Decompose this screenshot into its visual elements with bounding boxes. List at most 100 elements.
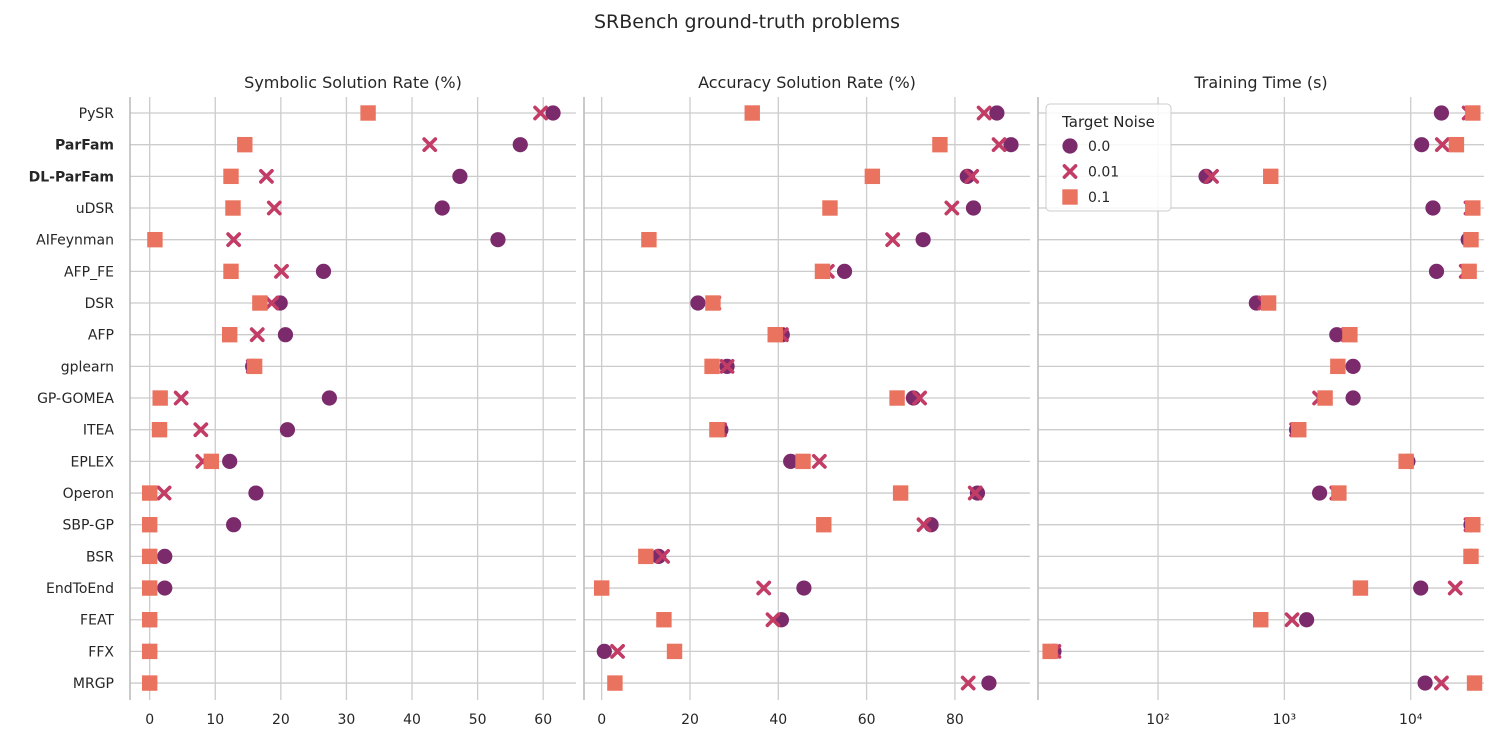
point-afp-0-1 — [767, 326, 783, 343]
method-label-afp: AFP — [88, 328, 114, 344]
point-ffx-0-1 — [141, 643, 158, 660]
legend-label-0-0: 0.0 — [1088, 139, 1110, 155]
x-tick-label: 20 — [272, 712, 290, 728]
point-feat-0-1 — [656, 612, 672, 628]
point-afp-fe-0-0 — [836, 263, 853, 279]
point-operon-0-01 — [967, 485, 983, 501]
point-itea-0-0 — [279, 422, 296, 438]
legend-frame — [1045, 103, 1172, 212]
point-endtoend-0-1 — [593, 580, 610, 596]
point-mrgp-0-1 — [1466, 675, 1483, 691]
point-gp-gomea-0-0 — [321, 390, 337, 406]
point-operon-0-01 — [156, 485, 172, 501]
x-tick-label: 40 — [769, 712, 787, 728]
method-label-udsr: uDSR — [76, 201, 115, 217]
point-sbp-gp-0-1 — [1465, 517, 1481, 533]
method-label-operon: Operon — [63, 486, 114, 502]
point-itea-0-1 — [709, 422, 725, 438]
point-aifeynman-0-1 — [641, 231, 657, 248]
point-pysr-0-0 — [989, 105, 1005, 121]
point-dsr-0-1 — [1260, 295, 1277, 311]
point-aifeynman-0-01 — [885, 232, 901, 248]
point-endtoend-0-01 — [1447, 580, 1463, 596]
method-label-eplex: EPLEX — [70, 454, 114, 470]
point-eplex-0-1 — [203, 453, 220, 470]
x-tick-label: 10² — [1146, 712, 1169, 728]
point-pysr-0-0 — [545, 105, 561, 121]
point-afp-fe-0-1 — [223, 263, 239, 280]
point-mrgp-0-0 — [1417, 675, 1433, 691]
point-aifeynman-0-0 — [915, 232, 931, 248]
panel-1: 0 10 20 30 40 50 60 Symbolic Solution Rate (%) — [129, 73, 576, 728]
point-bsr-0-1 — [638, 548, 654, 565]
point-udsr-0-1 — [822, 200, 838, 216]
point-dsr-0-0 — [690, 295, 706, 311]
point-gp-gomea-0-1 — [152, 390, 168, 406]
point-sbp-gp-0-1 — [816, 517, 832, 533]
point-parfam-0-0 — [1414, 137, 1430, 153]
point-udsr-0-1 — [1465, 200, 1481, 216]
point-gp-gomea-0-01 — [173, 390, 189, 406]
x-tick-label: 10 — [206, 712, 224, 728]
method-label-gp-gomea: GP-GOMEA — [37, 391, 114, 407]
point-pysr-0-0 — [1433, 105, 1450, 121]
point-dsr-0-01 — [264, 295, 280, 311]
point-eplex-0-1 — [795, 453, 811, 470]
legend-marker-0-0 — [1062, 138, 1078, 154]
point-udsr-0-0 — [1425, 200, 1441, 216]
point-mrgp-0-1 — [141, 675, 158, 691]
point-itea-0-1 — [1291, 422, 1307, 438]
point-eplex-0-0 — [783, 453, 799, 469]
point-ffx-0-1 — [666, 643, 683, 660]
point-operon-0-0 — [1311, 485, 1328, 501]
point-eplex-0-1 — [1398, 453, 1414, 470]
point-mrgp-0-0 — [981, 675, 997, 691]
point-pysr-0-1 — [744, 105, 760, 121]
panel-2: 0 20 40 60 80 Accuracy Solution Rate (%) — [583, 73, 1030, 728]
point-aifeynman-0-1 — [1463, 231, 1479, 248]
panel-3: 10² 10³ 10⁴ Training Time (s) — [1037, 73, 1484, 728]
point-itea-0-1 — [151, 422, 168, 438]
point-feat-0-01 — [1284, 612, 1300, 628]
point-gplearn-0-1 — [1330, 358, 1346, 375]
point-mrgp-0-01 — [960, 675, 976, 691]
point-endtoend-0-1 — [141, 580, 158, 596]
point-operon-0-1 — [1331, 485, 1347, 501]
x-tick-label: 10³ — [1273, 712, 1296, 728]
point-gp-gomea-0-0 — [1345, 390, 1361, 406]
point-eplex-0-01 — [811, 453, 827, 469]
method-label-bsr: BSR — [86, 549, 114, 565]
point-afp-0-1 — [1342, 326, 1358, 343]
point-ffx-0-01 — [610, 643, 625, 659]
figure-title: SRBench ground-truth problems — [594, 11, 900, 33]
method-label-aifeynman: AIFeynman — [36, 233, 114, 249]
point-gp-gomea-0-01 — [912, 390, 928, 406]
method-label-feat: FEAT — [80, 613, 114, 629]
x-tick-label: 30 — [338, 712, 356, 728]
point-parfam-0-01 — [991, 137, 1007, 153]
point-gplearn-0-0 — [1345, 358, 1361, 374]
point-parfam-0-01 — [1434, 137, 1450, 153]
point-parfam-0-01 — [422, 137, 438, 153]
method-label-dsr: DSR — [85, 296, 115, 312]
x-tick-label: 50 — [469, 712, 487, 728]
point-dl-parfam-0-01 — [1204, 168, 1219, 184]
point-bsr-0-1 — [1463, 548, 1479, 565]
method-label-ffx: FFX — [88, 644, 114, 660]
point-dl-parfam-0-01 — [259, 168, 274, 184]
legend-label-0-1: 0.1 — [1088, 190, 1110, 206]
legend-label-0-01: 0.01 — [1088, 165, 1119, 181]
point-endtoend-0-0 — [157, 580, 173, 596]
method-label-pysr: PySR — [79, 106, 115, 122]
point-mrgp-0-01 — [1434, 675, 1449, 691]
point-feat-0-1 — [141, 612, 158, 628]
point-pysr-0-1 — [360, 105, 376, 121]
panel-title: Symbolic Solution Rate (%) — [244, 73, 462, 92]
x-tick-label: 80 — [946, 712, 964, 728]
point-ffx-0-0 — [596, 643, 612, 659]
point-endtoend-0-0 — [1413, 580, 1429, 596]
point-endtoend-0-01 — [756, 580, 772, 596]
point-afp-0-1 — [221, 326, 238, 343]
point-gp-gomea-0-1 — [889, 390, 905, 406]
